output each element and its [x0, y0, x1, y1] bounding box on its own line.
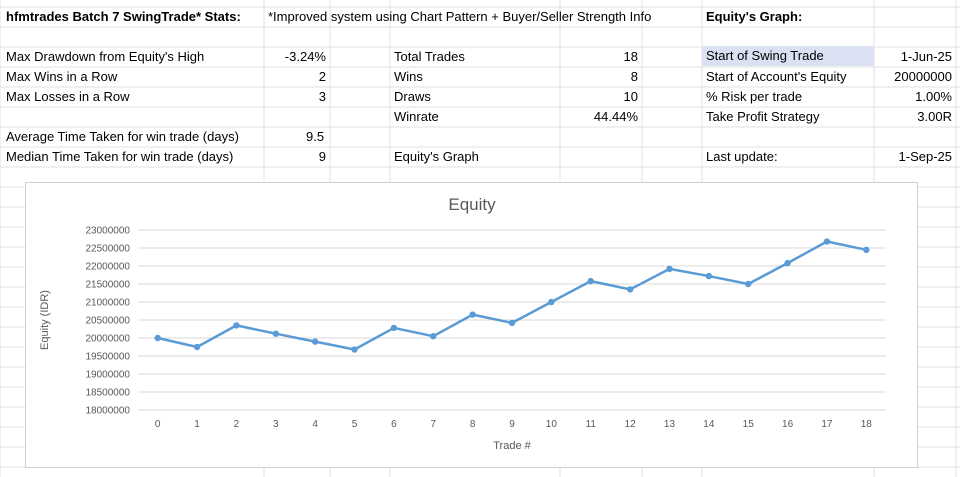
take-profit-value[interactable]: 3.00R: [917, 109, 952, 124]
data-point-17[interactable]: [823, 238, 831, 245]
y-tick-label-9: 22500000: [86, 244, 131, 255]
y-tick-label-8: 22000000: [86, 262, 131, 273]
data-point-16[interactable]: [784, 259, 791, 267]
winrate-label[interactable]: Winrate: [394, 109, 439, 124]
data-point-1[interactable]: [193, 343, 201, 351]
x-tick-label-3: 3: [273, 419, 279, 430]
wins-label[interactable]: Wins: [394, 69, 423, 84]
x-tick-label-7: 7: [430, 419, 436, 430]
x-tick-label-9: 9: [509, 419, 515, 430]
x-tick-label-13: 13: [664, 419, 676, 430]
wins-value[interactable]: 8: [630, 69, 638, 84]
x-tick-label-8: 8: [470, 419, 476, 430]
y-tick-label-2: 19000000: [86, 370, 131, 381]
data-point-2[interactable]: [233, 322, 240, 329]
start-equity-value[interactable]: 20000000: [894, 69, 952, 84]
y-tick-label-0: 18000000: [86, 406, 131, 417]
start-swing-trade-label[interactable]: Start of Swing Trade: [702, 46, 874, 66]
y-tick-label-4: 20000000: [86, 334, 131, 345]
avg-time-label[interactable]: Average Time Taken for win trade (days): [6, 129, 239, 144]
x-axis-label: Trade #: [493, 440, 531, 452]
total-trades-value[interactable]: 18: [623, 49, 638, 64]
draws-value[interactable]: 10: [623, 89, 638, 104]
y-tick-label-10: 23000000: [86, 226, 131, 237]
sheet-title[interactable]: hfmtrades Batch 7 SwingTrade* Stats:: [6, 9, 241, 24]
x-tick-label-18: 18: [861, 419, 873, 430]
equity-graph-label[interactable]: Equity's Graph: [394, 149, 479, 164]
last-update-label[interactable]: Last update:: [706, 149, 778, 164]
data-point-7[interactable]: [430, 333, 437, 340]
risk-per-trade-value[interactable]: 1.00%: [915, 89, 952, 104]
data-point-6[interactable]: [390, 324, 398, 332]
data-point-12[interactable]: [626, 286, 634, 293]
median-time-value[interactable]: 9: [318, 149, 326, 164]
y-tick-label-1: 18500000: [86, 388, 131, 399]
data-point-18[interactable]: [863, 246, 870, 253]
equity-chart[interactable]: Equity Trade # Equity (IDR) 18000000 1850…: [25, 182, 918, 468]
x-tick-label-15: 15: [743, 419, 755, 430]
x-tick-label-17: 17: [821, 419, 833, 430]
max-wins-label[interactable]: Max Wins in a Row: [6, 69, 118, 84]
max-wins-value[interactable]: 2: [318, 69, 326, 84]
total-trades-label[interactable]: Total Trades: [394, 49, 465, 64]
system-note[interactable]: *Improved system using Chart Pattern + B…: [268, 9, 652, 24]
x-tick-label-14: 14: [703, 419, 715, 430]
y-axis-label: Equity (IDR): [39, 290, 51, 350]
equity-graph-header[interactable]: Equity's Graph:: [706, 9, 803, 24]
data-point-4[interactable]: [311, 338, 319, 345]
y-tick-label-5: 20500000: [86, 316, 131, 327]
data-point-8[interactable]: [469, 311, 476, 318]
data-point-10[interactable]: [548, 298, 555, 306]
median-time-label[interactable]: Median Time Taken for win trade (days): [6, 149, 234, 164]
max-drawdown-value[interactable]: -3.24%: [284, 49, 326, 64]
x-tick-label-5: 5: [352, 419, 358, 430]
risk-per-trade-label[interactable]: % Risk per trade: [706, 89, 803, 104]
x-tick-label-11: 11: [586, 419, 597, 430]
data-point-15[interactable]: [745, 280, 752, 288]
x-tick-label-16: 16: [782, 419, 794, 430]
data-point-5[interactable]: [351, 346, 358, 353]
data-point-9[interactable]: [508, 319, 516, 327]
x-tick-label-1: 1: [194, 419, 200, 430]
x-tick-label-6: 6: [391, 419, 397, 430]
x-tick-label-12: 12: [625, 419, 637, 430]
data-point-11[interactable]: [587, 277, 594, 285]
draws-label[interactable]: Draws: [394, 89, 431, 104]
x-tick-label-4: 4: [312, 419, 318, 430]
data-point-13[interactable]: [666, 265, 673, 273]
start-equity-label[interactable]: Start of Account's Equity: [706, 69, 847, 84]
winrate-value[interactable]: 44.44%: [593, 109, 638, 124]
data-point-14[interactable]: [705, 272, 713, 280]
chart-title: Equity: [448, 195, 496, 214]
max-losses-label[interactable]: Max Losses in a Row: [6, 89, 130, 104]
y-tick-label-7: 21500000: [86, 280, 131, 291]
data-point-3[interactable]: [272, 330, 279, 337]
y-tick-label-3: 19500000: [86, 352, 131, 363]
last-update-value[interactable]: 1-Sep-25: [898, 149, 952, 164]
x-tick-label-2: 2: [234, 419, 240, 430]
equity-series-line[interactable]: [157, 240, 867, 351]
avg-time-value[interactable]: 9.5: [306, 129, 325, 144]
data-point-0[interactable]: [154, 334, 161, 342]
x-tick-label-10: 10: [546, 419, 558, 430]
x-tick-label-0: 0: [155, 419, 161, 430]
start-swing-trade-value[interactable]: 1-Jun-25: [900, 49, 952, 64]
max-losses-value[interactable]: 3: [318, 89, 326, 104]
max-drawdown-label[interactable]: Max Drawdown from Equity's High: [6, 49, 205, 64]
equity-chart-svg: Equity Trade # Equity (IDR) 180000001850…: [39, 195, 886, 452]
y-tick-label-6: 21000000: [86, 298, 131, 309]
take-profit-label[interactable]: Take Profit Strategy: [706, 109, 820, 124]
